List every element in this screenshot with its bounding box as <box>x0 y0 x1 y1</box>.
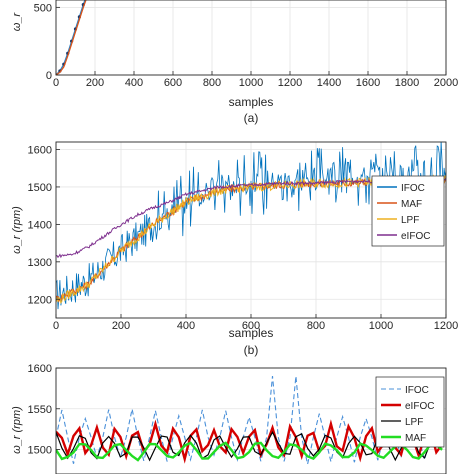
y-axis-label: ω_r <box>11 11 23 31</box>
plot-frame <box>55 367 447 474</box>
y-tick-label: 1400 <box>28 219 52 231</box>
x-tick-label: 1000 <box>369 320 393 332</box>
chart-panel-a: 0 200 400 600 800 1000 1200 1400 1600 1800 2000 0 50… <box>11 0 458 125</box>
y-tick-label: 500 <box>34 2 52 14</box>
series-line <box>56 441 443 462</box>
y-axis-label: ω_r (rpm) <box>11 406 23 454</box>
panel-label: (b) <box>244 343 259 357</box>
legend-label: LPF <box>405 417 423 428</box>
y-tick-label: 1600 <box>28 363 52 375</box>
y-tick-label: 1500 <box>28 445 52 457</box>
x-tick-label: 0 <box>53 77 59 89</box>
series-group <box>56 0 87 75</box>
x-tick-label: 1400 <box>317 77 341 89</box>
legend-label: MAF <box>405 433 426 444</box>
x-tick-label: 1000 <box>239 77 263 89</box>
x-tick-label: 1800 <box>395 77 419 89</box>
legend-label: MAF <box>401 199 422 210</box>
x-tick-label: 800 <box>203 77 221 89</box>
series-line <box>56 0 87 75</box>
legend-label: eIFOC <box>401 231 430 242</box>
panel-label: (a) <box>244 111 259 125</box>
legend-label: eIFOC <box>405 401 434 412</box>
x-axis-label: samples <box>229 326 274 340</box>
legend: IFOC MAF LPF eIFOC <box>371 175 445 247</box>
x-tick-label: 800 <box>307 320 325 332</box>
y-tick-label: 1600 <box>28 144 52 156</box>
x-tick-label: 400 <box>125 77 143 89</box>
chart-panel-b: 0 200 400 600 800 1000 1200 1200 1300 1400 1500 160… <box>11 141 458 357</box>
chart-panel-c: 1500 1550 1600 ω_r (rpm) IFOC eIFOC LPF MAF <box>11 363 447 474</box>
legend-label: LPF <box>401 215 419 226</box>
x-tick-label: 600 <box>242 320 260 332</box>
legend-label: IFOC <box>401 183 425 194</box>
x-tick-label: 200 <box>112 320 130 332</box>
legend-box <box>375 376 445 448</box>
x-tick-label: 400 <box>177 320 195 332</box>
x-tick-label: 1200 <box>278 77 302 89</box>
legend: IFOC eIFOC LPF MAF <box>375 376 445 448</box>
y-tick-label: 1500 <box>28 182 52 194</box>
x-tick-label: 600 <box>164 77 182 89</box>
y-tick-label: 0 <box>46 70 52 82</box>
x-tick-label: 0 <box>53 320 59 332</box>
x-axis-label: samples <box>229 95 274 109</box>
y-tick-label: 1300 <box>28 257 52 269</box>
legend-label: IFOC <box>405 385 429 396</box>
series-line <box>56 376 443 465</box>
x-tick-label: 200 <box>86 77 104 89</box>
y-tick-label: 1200 <box>28 294 52 306</box>
x-tick-label: 1200 <box>434 320 458 332</box>
y-tick-label: 1550 <box>28 404 52 416</box>
y-axis-label: ω_r (rpm) <box>11 206 23 254</box>
x-tick-label: 1600 <box>356 77 380 89</box>
x-tick-label: 2000 <box>434 77 458 89</box>
